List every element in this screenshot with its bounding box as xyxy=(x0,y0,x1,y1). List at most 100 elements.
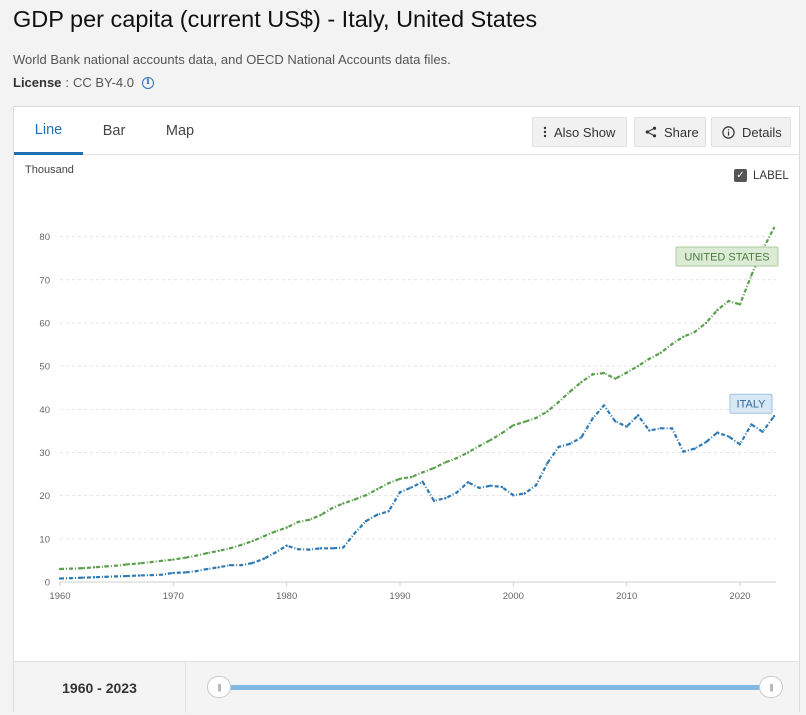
y-tick-label: 80 xyxy=(39,232,50,243)
series-point xyxy=(466,481,470,484)
y-tick-label: 50 xyxy=(39,362,50,373)
vertical-dots-icon xyxy=(543,126,547,138)
also-show-label: Also Show xyxy=(554,124,616,140)
range-slider-track[interactable] xyxy=(219,685,771,690)
series-point xyxy=(81,566,84,570)
info-icon xyxy=(722,125,735,139)
series-point xyxy=(308,518,311,522)
series-point xyxy=(376,513,379,516)
y-tick-label: 0 xyxy=(45,578,50,589)
series-point xyxy=(557,445,560,449)
series-point xyxy=(512,424,515,427)
series-point xyxy=(206,567,209,571)
details-button[interactable]: Details xyxy=(711,117,791,147)
series-point xyxy=(240,543,243,547)
x-tick-label: 2020 xyxy=(729,591,750,602)
tab-line[interactable]: Line xyxy=(14,107,83,155)
series-point xyxy=(183,556,186,560)
range-start-handle[interactable]: ||| xyxy=(207,676,231,698)
series-point xyxy=(500,431,504,435)
series-point xyxy=(738,303,742,306)
y-tick-label: 30 xyxy=(39,448,50,459)
series-point xyxy=(614,377,617,380)
info-icon[interactable]: i xyxy=(141,76,154,89)
series-point xyxy=(115,575,118,578)
series-point xyxy=(172,571,175,575)
series-point xyxy=(421,471,424,474)
series-point xyxy=(546,410,549,413)
series-point xyxy=(602,404,606,407)
page-title: GDP per capita (current US$) - Italy, Un… xyxy=(13,6,538,32)
tab-map[interactable]: Map xyxy=(165,123,195,139)
series-label-box xyxy=(729,393,773,414)
series-label-box xyxy=(675,246,779,267)
x-tick-label: 1970 xyxy=(163,591,184,602)
series-point xyxy=(523,420,526,424)
y-tick-label: 70 xyxy=(39,275,50,286)
tabs-bar: Line Bar Map Also Show Share Details xyxy=(14,107,799,155)
series-point xyxy=(557,400,560,404)
series-point xyxy=(614,420,617,423)
series-point xyxy=(636,364,640,368)
series-point xyxy=(126,563,130,566)
series-point xyxy=(478,486,481,490)
grip-icon: ||| xyxy=(769,682,773,692)
series-point xyxy=(512,494,515,497)
series-point xyxy=(568,390,572,393)
series-point xyxy=(659,351,662,354)
series-label: UNITED STATES xyxy=(684,251,769,263)
series-point xyxy=(682,335,685,338)
line-chart: 0 10 20 30 40 50 60 70 80 1960 1970 1980 1990 2000 201… xyxy=(39,226,779,602)
series-point xyxy=(274,551,277,554)
chart-card: Line Bar Map Also Show Share Details Tho… xyxy=(13,106,800,713)
series-point xyxy=(750,423,753,426)
series-point xyxy=(319,513,322,517)
series-point xyxy=(217,549,220,553)
series-point xyxy=(716,431,719,434)
series-point xyxy=(274,530,277,533)
series-point xyxy=(398,491,402,494)
series-point xyxy=(693,330,696,334)
series-point xyxy=(387,510,390,513)
y-tick-label: 10 xyxy=(39,534,50,545)
share-button[interactable]: Share xyxy=(634,117,706,147)
label-toggle[interactable]: ✓ LABEL xyxy=(734,169,789,182)
series-point xyxy=(228,547,232,550)
series-point xyxy=(364,519,368,523)
series-point xyxy=(546,462,549,465)
series-point xyxy=(444,461,447,464)
tab-bar[interactable]: Bar xyxy=(102,123,126,139)
label-checkbox[interactable]: ✓ xyxy=(734,169,747,182)
series-point xyxy=(376,487,379,491)
series-point xyxy=(636,414,640,417)
series-point xyxy=(444,497,447,500)
series-point xyxy=(183,571,186,574)
series-point xyxy=(478,444,481,448)
series-point xyxy=(421,480,424,484)
series-label: ITALY xyxy=(737,399,767,411)
series-point xyxy=(772,226,776,230)
y-unit-label: Thousand xyxy=(25,164,74,176)
series-point xyxy=(70,576,73,580)
x-tick-label: 1980 xyxy=(276,591,297,602)
grip-icon: ||| xyxy=(217,682,221,692)
license-label: License xyxy=(13,75,62,90)
y-tick-label: 60 xyxy=(39,318,50,329)
series-point xyxy=(70,567,73,570)
series-point xyxy=(58,567,62,571)
range-end-handle[interactable]: ||| xyxy=(759,676,783,698)
series-point xyxy=(580,436,583,439)
series-point xyxy=(670,342,674,346)
series-point xyxy=(364,494,368,497)
series-point xyxy=(648,357,651,361)
series-point xyxy=(704,321,708,325)
series-point xyxy=(704,440,708,444)
license-line: License : CC BY-4.0 i xyxy=(13,75,154,90)
series-point xyxy=(296,547,300,551)
series-point xyxy=(285,526,288,529)
series-point xyxy=(149,560,152,564)
series-point xyxy=(648,429,651,432)
series-point xyxy=(160,573,164,576)
series-point xyxy=(568,442,572,446)
also-show-button[interactable]: Also Show xyxy=(532,117,627,147)
